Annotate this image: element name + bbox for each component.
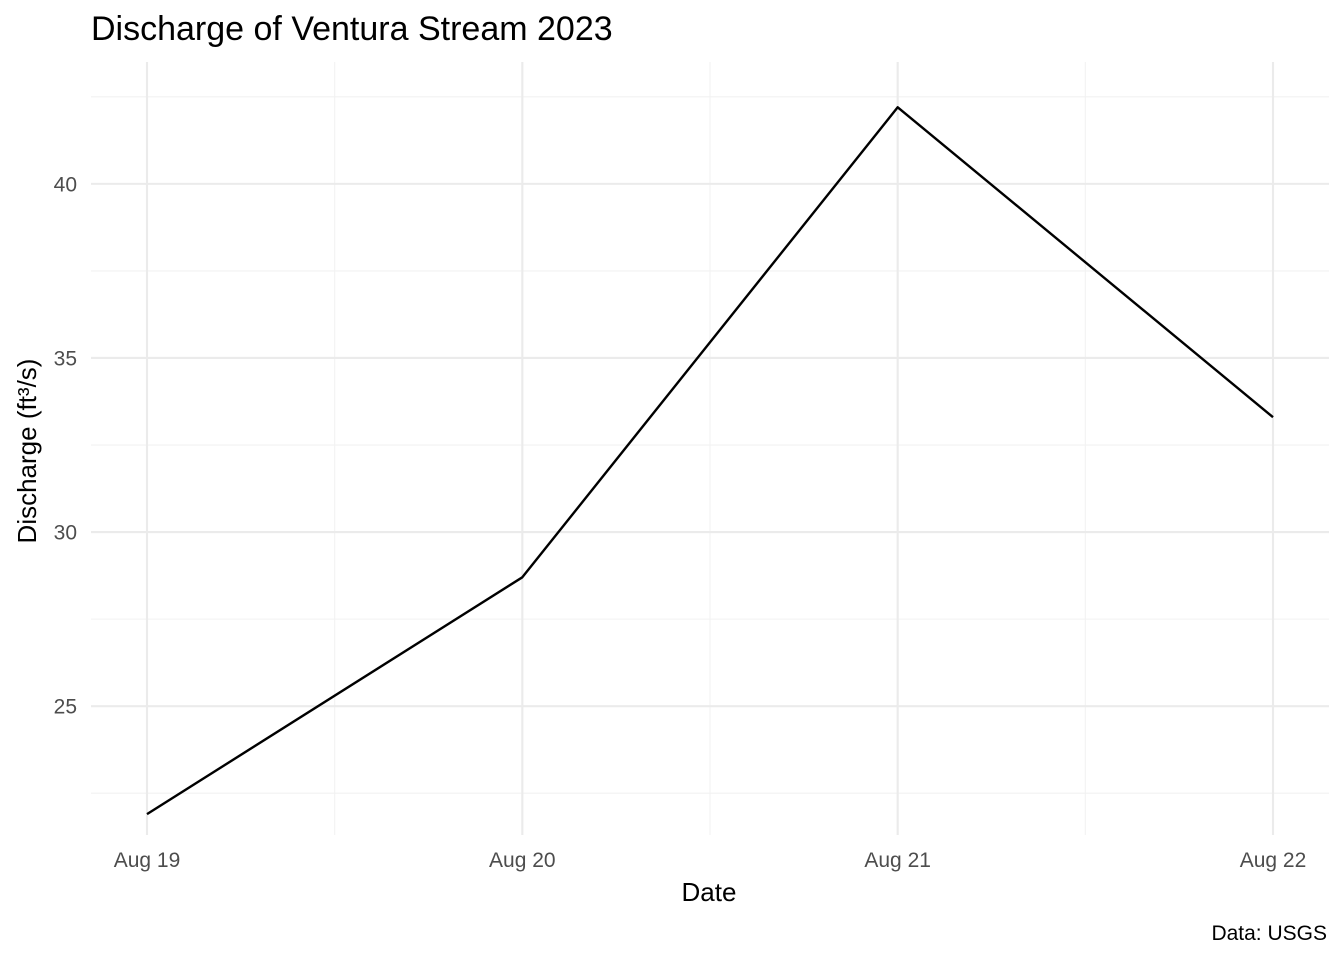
major-gridlines bbox=[91, 62, 1329, 835]
x-tick-label: Aug 21 bbox=[864, 849, 931, 872]
y-axis-tick-labels: 25 30 35 40 bbox=[54, 173, 77, 718]
y-axis-title: Discharge (ft³/s) bbox=[12, 359, 42, 544]
y-tick-label: 35 bbox=[54, 347, 77, 370]
y-tick-label: 40 bbox=[54, 173, 77, 196]
x-tick-label: Aug 19 bbox=[114, 849, 181, 872]
chart-title: Discharge of Ventura Stream 2023 bbox=[91, 10, 613, 48]
x-axis-title: Date bbox=[682, 877, 737, 907]
x-axis-tick-labels: Aug 19 Aug 20 Aug 21 Aug 22 bbox=[114, 849, 1307, 872]
x-tick-label: Aug 20 bbox=[489, 849, 556, 872]
chart-caption: Data: USGS bbox=[1211, 922, 1327, 945]
minor-gridlines bbox=[91, 62, 1329, 835]
x-tick-label: Aug 22 bbox=[1240, 849, 1307, 872]
y-tick-label: 25 bbox=[54, 696, 77, 719]
discharge-series-line bbox=[146, 106, 1274, 816]
series-layer bbox=[146, 106, 1274, 816]
y-tick-label: 30 bbox=[54, 522, 77, 545]
